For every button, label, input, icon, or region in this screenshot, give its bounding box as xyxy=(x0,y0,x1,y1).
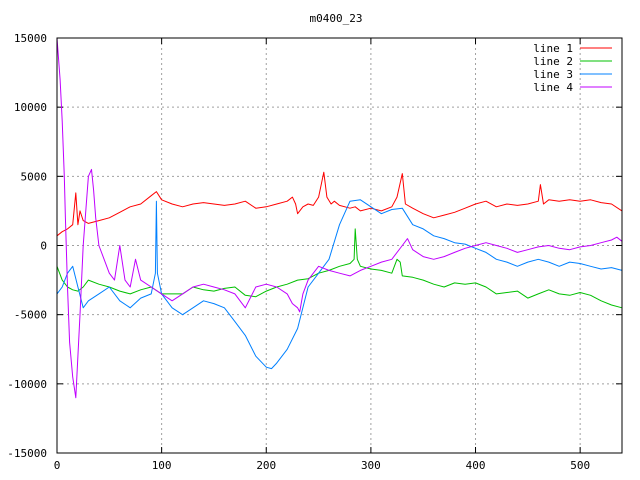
y-tick-label: -10000 xyxy=(7,378,47,391)
legend-label: line 2 xyxy=(533,55,573,68)
y-tick-label: 0 xyxy=(40,240,47,253)
x-tick-label: 400 xyxy=(466,459,486,472)
series-line-4 xyxy=(56,37,623,399)
x-tick-label: 200 xyxy=(256,459,276,472)
y-tick-label: 15000 xyxy=(14,32,47,45)
y-tick-label: -15000 xyxy=(7,447,47,460)
x-tick-label: 300 xyxy=(361,459,381,472)
plot-frame xyxy=(56,37,623,454)
legend-label: line 4 xyxy=(533,81,573,94)
series-line-3 xyxy=(56,199,623,370)
series-line-2 xyxy=(56,228,623,309)
series-line-1 xyxy=(56,171,623,237)
y-tick-labels: -15000 -10000 -5000 0 5000 10000 15000 xyxy=(7,32,47,460)
x-tick-label: 100 xyxy=(152,459,172,472)
x-tick-label: 0 xyxy=(54,459,61,472)
y-tick-label: 5000 xyxy=(21,170,48,183)
y-tick-label: -5000 xyxy=(14,309,47,322)
series-lines xyxy=(56,37,623,399)
x-tick-label: 500 xyxy=(570,459,590,472)
legend-label: line 3 xyxy=(533,68,573,81)
chart-title: m0400_23 xyxy=(310,12,363,25)
x-tick-labels: 0 100 200 300 400 500 xyxy=(54,459,590,472)
legend-label: line 1 xyxy=(533,42,573,55)
grid-lines xyxy=(57,38,622,453)
y-tick-label: 10000 xyxy=(14,101,47,114)
